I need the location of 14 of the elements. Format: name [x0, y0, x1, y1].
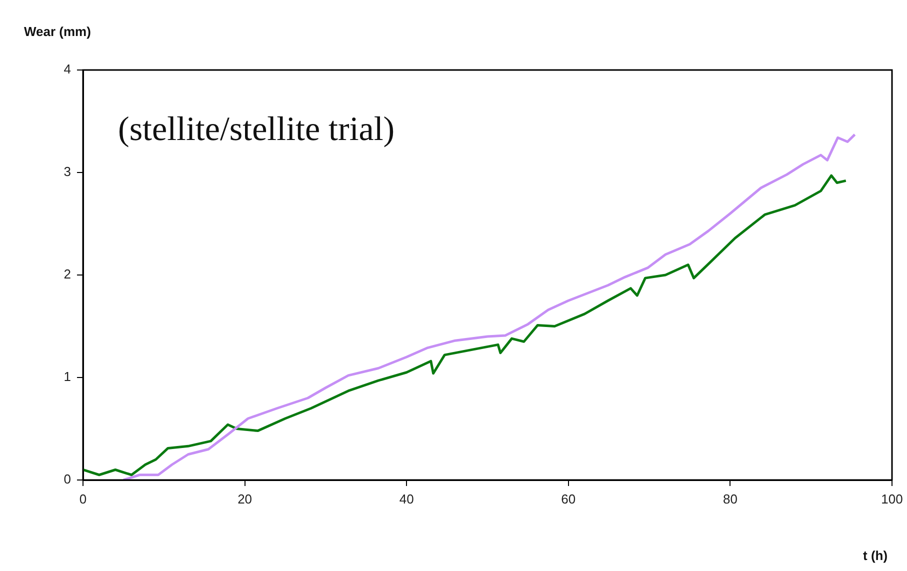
x-axis-title: t (h) [863, 548, 888, 563]
x-tick-label: 100 [881, 491, 903, 506]
y-axis-title: Wear (mm) [24, 24, 91, 39]
annotation: (stellite/stellite trial) [118, 111, 395, 148]
y-tick-label: 0 [64, 472, 71, 487]
x-tick-label: 0 [79, 491, 87, 506]
y-tick-label: 3 [64, 164, 71, 180]
y-tick-label: 4 [64, 62, 71, 77]
y-tick-label: 2 [64, 266, 71, 282]
x-tick-label: 20 [238, 491, 252, 506]
y-tick-label: 1 [64, 369, 71, 384]
x-tick-label: 40 [399, 491, 414, 506]
x-tick-label: 80 [722, 491, 738, 506]
x-tick-label: 60 [561, 491, 576, 506]
